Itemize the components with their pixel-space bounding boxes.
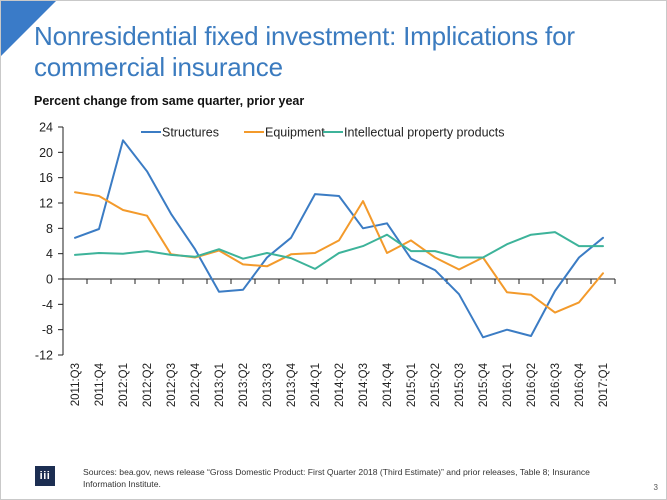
y-tick-label: 12 — [39, 197, 53, 211]
x-tick-label: 2015:Q4 — [478, 362, 490, 407]
series-line-intellectual-property-products — [74, 231, 604, 270]
axes: 24 20 16 12 8 4 0 -4 -8 -12 2011:Q3 2011:Q4 2012:Q1 2… — [35, 121, 616, 407]
legend-label: Equipment — [265, 126, 325, 140]
x-tick-label: 2014:Q4 — [382, 362, 394, 407]
x-tick-label: 2012:Q1 — [118, 363, 130, 407]
y-tick-label: -8 — [42, 323, 53, 337]
x-tick-label: 2016:Q1 — [502, 363, 514, 407]
y-tick-label: 24 — [39, 121, 53, 135]
x-tick-label: 2012:Q2 — [142, 363, 154, 407]
legend-label: Structures — [162, 126, 219, 140]
y-tick-label: -4 — [42, 298, 53, 312]
x-tick-label: 2013:Q1 — [214, 363, 226, 407]
x-tick-label: 2016:Q4 — [574, 362, 586, 407]
y-tick-label: 20 — [39, 146, 53, 160]
x-tick-label: 2016:Q3 — [550, 363, 562, 407]
x-tick-label: 2014:Q1 — [310, 363, 322, 407]
x-tick-label: 2015:Q1 — [406, 363, 418, 407]
x-tick-label: 2013:Q3 — [262, 363, 274, 407]
x-tick-label: 2015:Q3 — [454, 363, 466, 407]
page-number: 3 — [653, 483, 658, 492]
slide-title: Nonresidential fixed investment: Implica… — [34, 21, 575, 82]
y-tick-label: -12 — [35, 349, 53, 363]
x-tick-label: 2011:Q4 — [94, 362, 106, 406]
y-tick-label: 0 — [46, 273, 53, 287]
line-chart: 24 20 16 12 8 4 0 -4 -8 -12 2011:Q3 2011:Q4 2012:Q1 2… — [35, 121, 616, 407]
chart-subtitle: Percent change from same quarter, prior … — [34, 94, 305, 108]
x-tick-label: 2013:Q2 — [238, 363, 250, 407]
x-tick-label: 2012:Q4 — [190, 362, 202, 407]
x-tick-label: 2017:Q1 — [598, 363, 610, 407]
series-line-structures — [74, 139, 604, 339]
legend: Structures Equipment Intellectual property… — [141, 126, 505, 140]
y-tick-label: 4 — [46, 247, 53, 261]
series-line-equipment — [74, 191, 604, 314]
x-tick-label: 2014:Q3 — [358, 363, 370, 407]
x-tick-label: 2014:Q2 — [334, 363, 346, 407]
y-tick-label: 16 — [39, 171, 53, 185]
x-tick-label: 2016:Q2 — [526, 363, 538, 407]
x-tick-label: 2015:Q2 — [430, 363, 442, 407]
x-tick-label: 2011:Q3 — [70, 363, 82, 406]
x-tick-label: 2012:Q3 — [166, 363, 178, 407]
series-lines — [74, 139, 604, 339]
legend-label: Intellectual property products — [344, 126, 505, 140]
corner-accent-triangle — [1, 1, 56, 56]
sources-note: Sources: bea.gov, news release “Gross Do… — [83, 467, 590, 489]
y-tick-label: 8 — [46, 222, 53, 236]
iii-logo-icon: iii — [35, 466, 55, 486]
x-tick-label: 2013:Q4 — [286, 362, 298, 407]
